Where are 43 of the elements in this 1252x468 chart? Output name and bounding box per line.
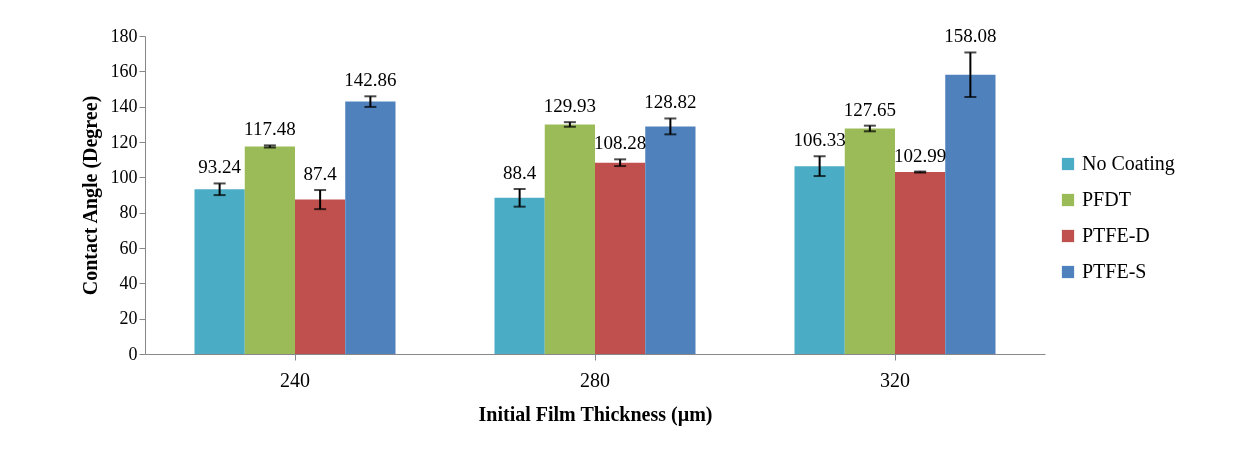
data-label: 129.93 <box>543 95 596 117</box>
bar <box>194 189 245 354</box>
bar <box>244 146 295 354</box>
bar <box>895 172 946 354</box>
y-tick-label: 80 <box>119 202 138 223</box>
data-label: 127.65 <box>843 98 896 120</box>
bar <box>945 74 996 354</box>
x-tick-label: 280 <box>580 368 610 391</box>
y-tick-label: 20 <box>119 308 138 329</box>
data-label: 106.33 <box>793 129 846 151</box>
data-label: 88.4 <box>503 161 537 183</box>
data-label: 142.86 <box>344 69 397 91</box>
bar <box>794 166 845 354</box>
legend-label: PFDT <box>1082 188 1131 210</box>
bar <box>544 124 595 354</box>
data-label: 87.4 <box>303 163 338 185</box>
y-tick-label: 180 <box>110 25 138 46</box>
data-label: 108.28 <box>594 132 647 154</box>
x-tick-label: 320 <box>880 368 910 391</box>
bar <box>345 101 396 354</box>
data-label: 93.24 <box>198 156 242 178</box>
y-tick-label: 0 <box>128 343 138 364</box>
y-tick-label: 60 <box>119 237 138 258</box>
y-tick-label: 120 <box>110 131 138 152</box>
data-label: 158.08 <box>944 25 997 47</box>
legend-label: PTFE-S <box>1082 260 1147 282</box>
data-label: 117.48 <box>244 118 296 140</box>
y-tick-label: 160 <box>110 60 138 81</box>
legend-label: No Coating <box>1082 152 1175 175</box>
bar <box>595 162 646 354</box>
y-axis-title: Contact Angle (Degree) <box>78 95 102 296</box>
data-label: 128.82 <box>644 91 697 113</box>
x-axis-title: Initial Film Thickness (µm) <box>478 402 713 426</box>
x-tick-label: 240 <box>280 368 310 391</box>
y-tick-label: 140 <box>110 96 138 117</box>
y-tick-label: 100 <box>110 166 138 187</box>
y-tick-label: 40 <box>119 272 138 293</box>
bar <box>645 126 696 354</box>
legend-label: PTFE-D <box>1082 224 1150 246</box>
bar <box>494 197 545 354</box>
data-label: 102.99 <box>894 144 947 166</box>
bar <box>844 128 895 354</box>
bar <box>295 199 346 354</box>
